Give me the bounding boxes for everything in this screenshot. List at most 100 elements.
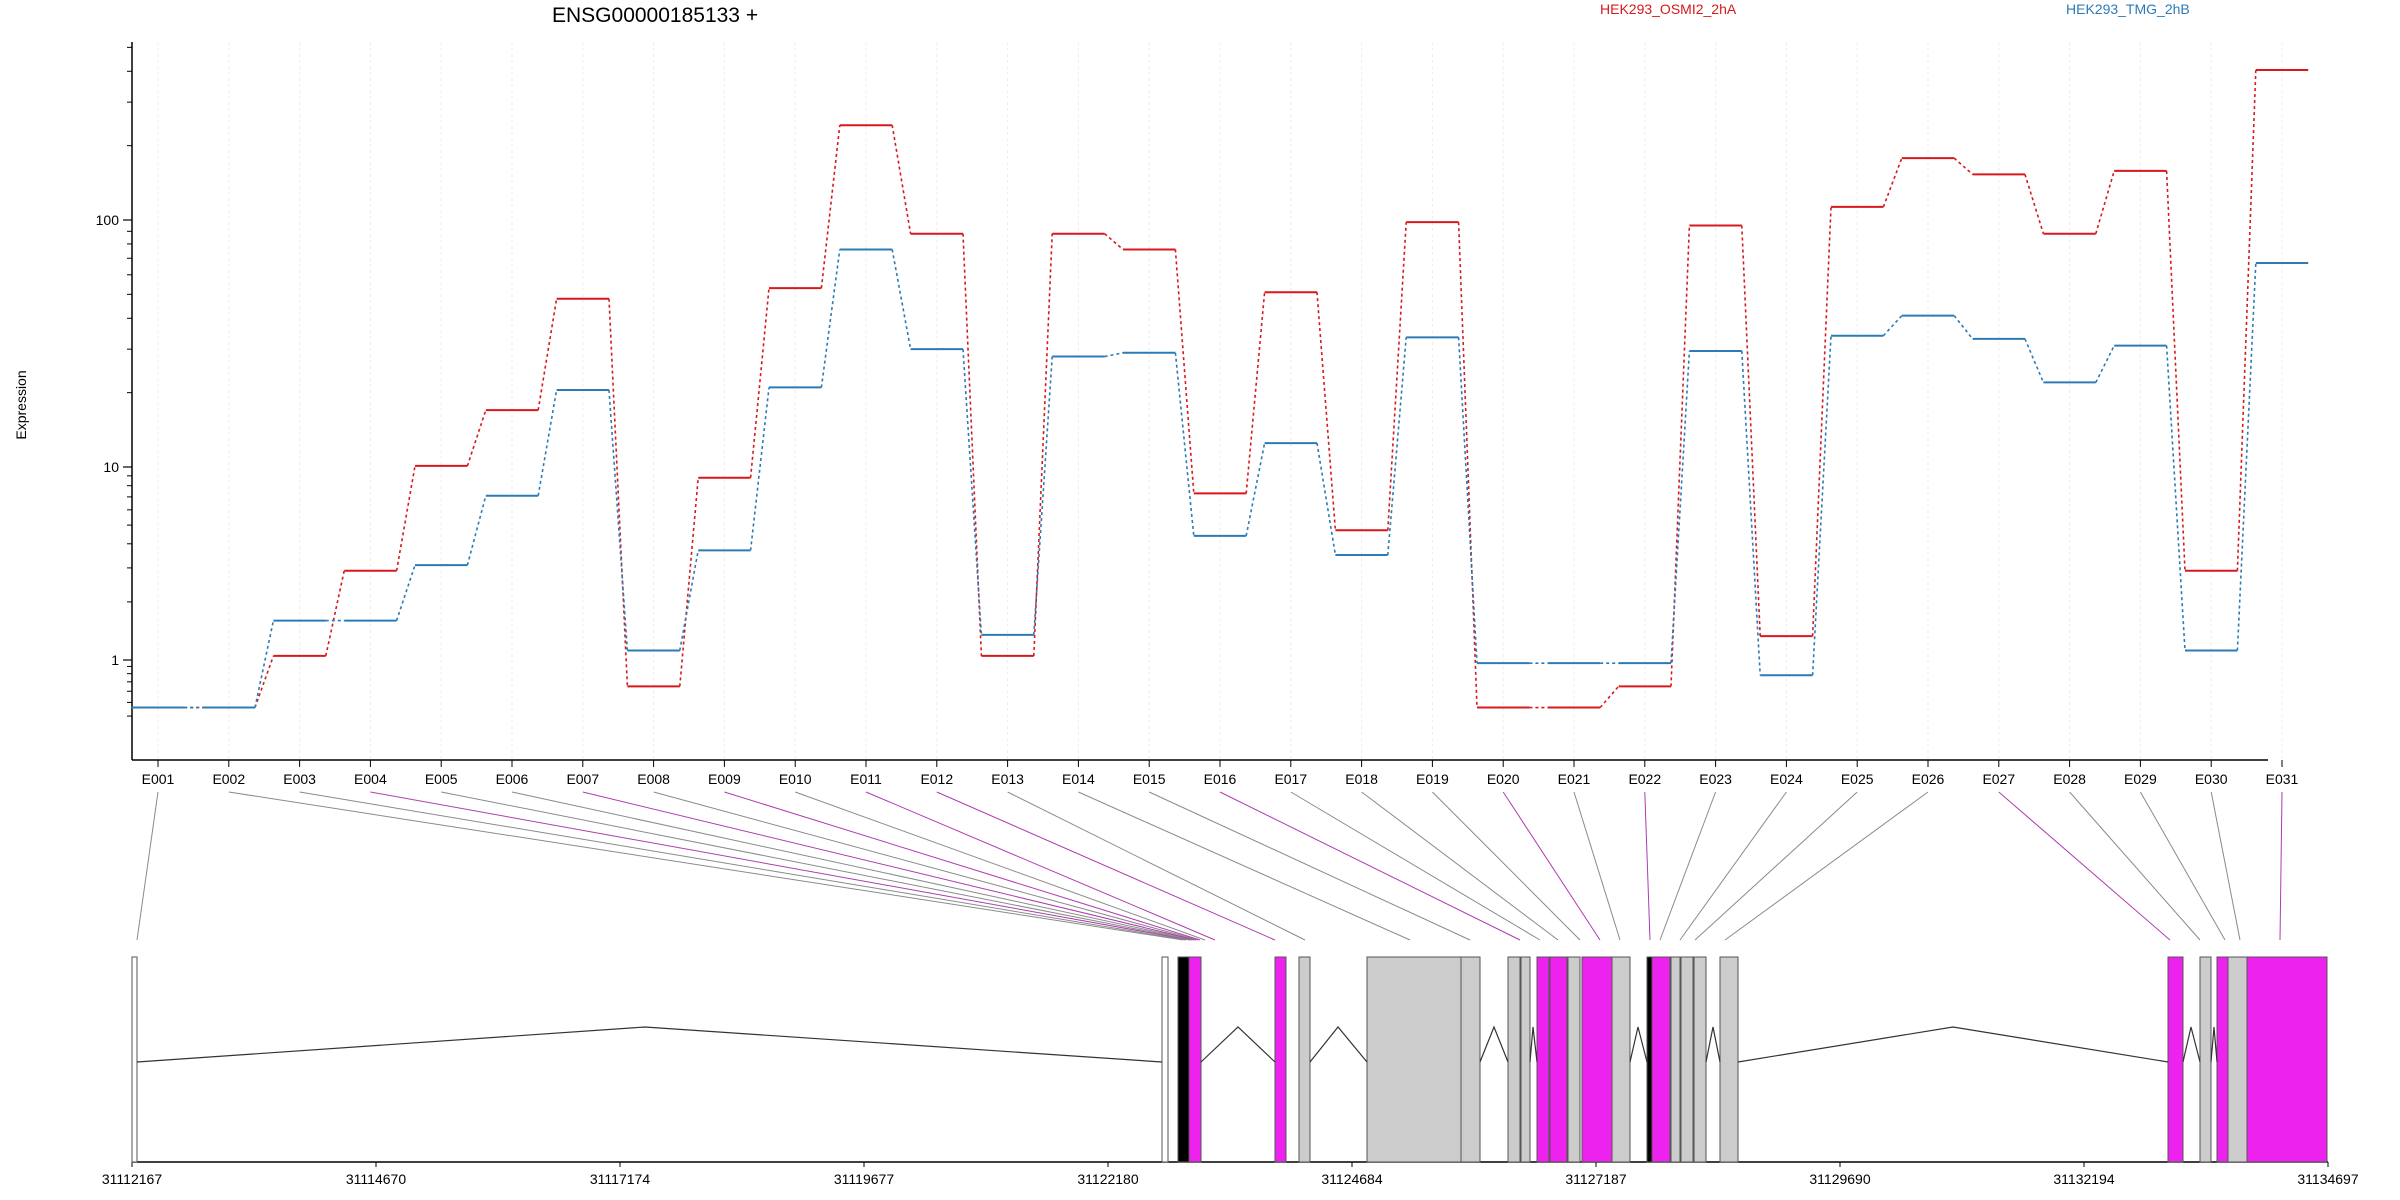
- series-connector: [1670, 350, 1691, 664]
- exon-connector: [511, 791, 1195, 941]
- series-1-line: [131, 68, 2309, 709]
- series-connector: [1386, 222, 1408, 531]
- exon-connector: [1290, 791, 1541, 941]
- series-connector: [749, 288, 770, 478]
- exon-connector: [2279, 791, 2283, 941]
- exon-box: [1651, 956, 1671, 1163]
- series-connector: [678, 477, 700, 687]
- coordinate-label: 31132194: [2053, 1171, 2114, 1187]
- series-connector: [254, 620, 275, 708]
- x-tick-label: E013: [991, 771, 1024, 787]
- series-connector: [1174, 249, 1195, 494]
- series-connector: [1245, 442, 1266, 536]
- series-connector: [1953, 157, 1974, 175]
- coordinate-label: 31127187: [1565, 1171, 1626, 1187]
- exon-connector: [2210, 791, 2241, 941]
- intron-line: [2210, 1026, 2218, 1063]
- gene-model: 31112167 31114670 31117174 31119677 31122180…: [102, 956, 2359, 1187]
- series-connector: [749, 387, 770, 551]
- x-tick-label: E019: [1416, 771, 1449, 787]
- exon-connector: [441, 791, 1193, 941]
- x-tick-label: E031: [2266, 771, 2299, 787]
- series-connector: [1740, 350, 1762, 676]
- exon-connector: [653, 791, 1199, 941]
- intron-line: [1629, 1026, 1648, 1063]
- x-tick-label: E016: [1204, 771, 1237, 787]
- exon-box: [1460, 956, 1481, 1163]
- x-tick-label: E018: [1345, 771, 1378, 787]
- intron-line: [1200, 1026, 1276, 1063]
- series-connector: [1104, 352, 1124, 358]
- exon-box: [1567, 956, 1581, 1163]
- exon-box: [1161, 956, 1169, 1163]
- exon-box: [1693, 956, 1707, 1163]
- exon-connector: [1502, 791, 1601, 941]
- series-connector: [1811, 335, 1832, 676]
- x-tick-label: E021: [1558, 771, 1591, 787]
- intron-line: [2182, 1026, 2201, 1063]
- coordinate-label: 31119677: [834, 1171, 894, 1187]
- series-connector: [1882, 157, 1903, 208]
- intron-line: [1529, 1026, 1538, 1063]
- series-connector: [2024, 174, 2045, 234]
- x-tick-label: E017: [1274, 771, 1307, 787]
- x-tick-label: E024: [1770, 771, 1803, 787]
- exon-box: [1680, 956, 1694, 1163]
- x-tick-label: E009: [708, 771, 741, 787]
- series-connector: [608, 389, 629, 651]
- exon-box: [131, 956, 138, 1163]
- legend-series-2: HEK293_TMG_2hB: [2066, 1, 2190, 17]
- x-tick-label: E007: [566, 771, 599, 787]
- coordinate-label: 31134697: [2297, 1171, 2358, 1187]
- series-connector: [395, 465, 416, 571]
- exon-connectors: [136, 791, 2283, 941]
- series-connector: [2236, 262, 2257, 651]
- series-connector: [1811, 206, 1832, 637]
- coordinate-label: 31114670: [346, 1171, 406, 1187]
- x-tick-label: E003: [283, 771, 316, 787]
- axes: 1 10 100 E001 E002 E003 E004 E005 E006 E007 E008 E0…: [96, 42, 2299, 787]
- exon-box: [1520, 956, 1531, 1163]
- x-tick-label: E001: [142, 771, 175, 787]
- intron-line: [136, 1026, 1163, 1063]
- exon-connector: [936, 791, 1276, 941]
- series-connector: [537, 389, 558, 496]
- series-2-line: [131, 248, 2309, 709]
- y-tick-label: 10: [103, 459, 119, 475]
- series-connector: [395, 564, 416, 621]
- series-connector: [891, 125, 912, 234]
- grid-lines: [157, 42, 2283, 760]
- exon-connector: [1724, 791, 1929, 941]
- exon-connector: [865, 791, 1216, 941]
- coordinate-label: 31117174: [590, 1171, 650, 1187]
- x-tick-label: E008: [637, 771, 670, 787]
- x-tick-label: E011: [850, 771, 882, 787]
- exon-box: [1177, 956, 1190, 1163]
- x-tick-label: E020: [1487, 771, 1520, 787]
- x-tick-label: E014: [1062, 771, 1095, 787]
- series-connector: [325, 570, 345, 657]
- x-tick-label: E004: [354, 771, 387, 787]
- exon-box: [1366, 956, 1462, 1163]
- series-connector: [1316, 442, 1337, 556]
- exon-box: [2199, 956, 2212, 1163]
- exon-box: [1549, 956, 1568, 1163]
- series-connector: [679, 550, 699, 651]
- series-connector: [820, 125, 841, 289]
- x-tick-label: E010: [779, 771, 812, 787]
- x-tick-label: E028: [2053, 771, 2086, 787]
- exon-box: [2167, 956, 2184, 1163]
- y-tick-label: 1: [111, 652, 119, 668]
- exon-box: [1298, 956, 1311, 1163]
- series-connector: [1032, 356, 1054, 635]
- exon-connector: [1694, 791, 1858, 941]
- series-connector: [1316, 292, 1337, 531]
- series-connector: [2165, 345, 2186, 651]
- y-axis-label: Expression: [13, 370, 29, 439]
- exon-box: [2227, 956, 2248, 1163]
- exon-connector: [724, 791, 1201, 941]
- coordinate-label: 31124684: [1321, 1171, 1382, 1187]
- exon-connector: [795, 791, 1206, 941]
- exon-connector: [299, 791, 1187, 941]
- exon-box: [1581, 956, 1613, 1163]
